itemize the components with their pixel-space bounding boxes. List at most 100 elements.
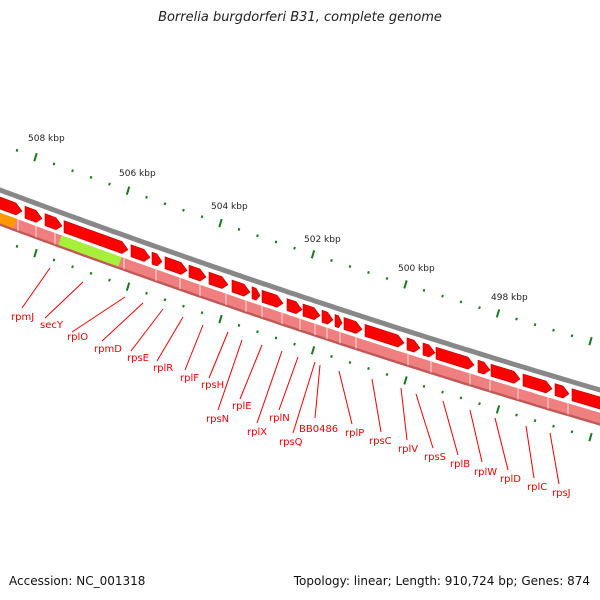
minor-tick — [533, 419, 537, 423]
minor-tick — [182, 304, 185, 308]
minor-tick — [52, 162, 56, 166]
major-tick — [125, 282, 131, 291]
gene-label: rplF — [180, 373, 199, 384]
leader-line — [239, 344, 263, 400]
minor-tick — [385, 277, 389, 280]
minor-tick — [200, 215, 204, 219]
gene-label: rpsH — [201, 380, 224, 391]
minor-tick — [330, 258, 333, 262]
gene-label: secY — [40, 320, 64, 331]
topology-text: Topology: linear; Length: 910,724 bp; Ge… — [293, 574, 590, 588]
minor-tick — [441, 294, 444, 298]
minor-tick — [71, 169, 74, 173]
gene-label: rplV — [398, 444, 418, 455]
minor-tick — [367, 367, 370, 371]
gene-label: rplW — [474, 467, 497, 478]
leader-line — [184, 324, 204, 371]
major-tick — [495, 405, 501, 414]
scale-label: 504 kbp — [211, 202, 248, 212]
minor-tick — [348, 265, 352, 268]
scale-label: 500 kbp — [398, 264, 435, 274]
leader-line — [256, 350, 283, 424]
leader-line — [21, 267, 51, 309]
scale-label: 506 kbp — [119, 169, 156, 179]
gene-label: rplN — [269, 413, 290, 424]
minor-tick — [293, 246, 296, 250]
minor-tick — [15, 244, 19, 248]
gene-arrow — [571, 388, 600, 410]
minor-tick — [274, 336, 278, 340]
gene-arrow — [188, 264, 207, 282]
leader-line — [338, 370, 353, 425]
leader-line — [208, 331, 229, 379]
minor-tick — [108, 278, 111, 282]
gene-label: rpsE — [127, 353, 149, 364]
minor-tick — [200, 311, 204, 315]
leader-line — [442, 400, 459, 456]
minor-tick — [570, 430, 574, 434]
minor-tick — [163, 202, 167, 206]
feature-orange — [0, 212, 17, 229]
major-tick — [310, 346, 316, 355]
gene-label: rpsN — [206, 414, 229, 425]
gene-label: rplC — [527, 482, 547, 493]
minor-tick — [163, 298, 167, 302]
major-tick — [588, 336, 593, 346]
gene-label: rpmD — [94, 344, 122, 355]
major-tick — [218, 218, 223, 228]
gene-arrow — [343, 317, 363, 334]
gene-label: rplE — [232, 401, 252, 412]
minor-tick — [237, 323, 241, 327]
gene-label: rpsQ — [279, 437, 303, 448]
major-tick — [125, 186, 131, 195]
gene-arrow — [0, 196, 23, 216]
minor-tick — [330, 354, 333, 358]
scale-label: 498 kbp — [491, 293, 528, 303]
leader-line — [71, 296, 126, 333]
gene-arrow — [321, 309, 334, 325]
gene-arrow — [490, 363, 521, 384]
minor-tick — [182, 208, 185, 212]
leader-line — [469, 409, 483, 463]
gene-arrow — [554, 383, 570, 399]
major-tick — [310, 250, 316, 259]
major-tick — [33, 152, 38, 162]
leader-line — [292, 361, 316, 434]
minor-tick — [145, 291, 148, 295]
gene-arrow — [231, 279, 251, 297]
major-tick — [403, 280, 408, 289]
major-tick — [495, 309, 501, 318]
leader-line — [130, 308, 164, 352]
gene-label: rplP — [345, 428, 364, 439]
minor-tick — [515, 413, 518, 417]
gene-arrow — [63, 220, 129, 254]
minor-tick — [459, 396, 463, 400]
major-tick — [218, 314, 223, 324]
map-title: Borrelia burgdorferi B31, complete genom… — [158, 10, 442, 25]
minor-tick — [422, 384, 426, 388]
gene-label: rplB — [450, 459, 470, 470]
gene-arrow — [130, 244, 151, 262]
gene-arrow — [364, 323, 405, 348]
major-tick — [403, 376, 408, 385]
minor-tick — [71, 265, 74, 269]
genome-backbone — [0, 187, 600, 393]
minor-tick — [145, 195, 148, 199]
leader-line — [217, 339, 243, 411]
minor-tick — [89, 175, 93, 179]
gene-arrow — [151, 251, 163, 267]
gene-arrow — [334, 314, 343, 329]
gene-arrow — [406, 337, 421, 353]
gene-label: BB0486 — [299, 424, 338, 435]
gene-arrow — [208, 271, 229, 289]
gene-arrow — [164, 256, 188, 275]
minor-tick — [52, 258, 56, 262]
minor-tick — [441, 390, 444, 394]
leader-line — [156, 316, 184, 362]
minor-tick — [256, 330, 259, 334]
gene-label: rpmJ — [11, 312, 34, 323]
minor-tick — [348, 361, 352, 364]
minor-tick — [570, 334, 574, 338]
minor-tick — [533, 323, 537, 327]
